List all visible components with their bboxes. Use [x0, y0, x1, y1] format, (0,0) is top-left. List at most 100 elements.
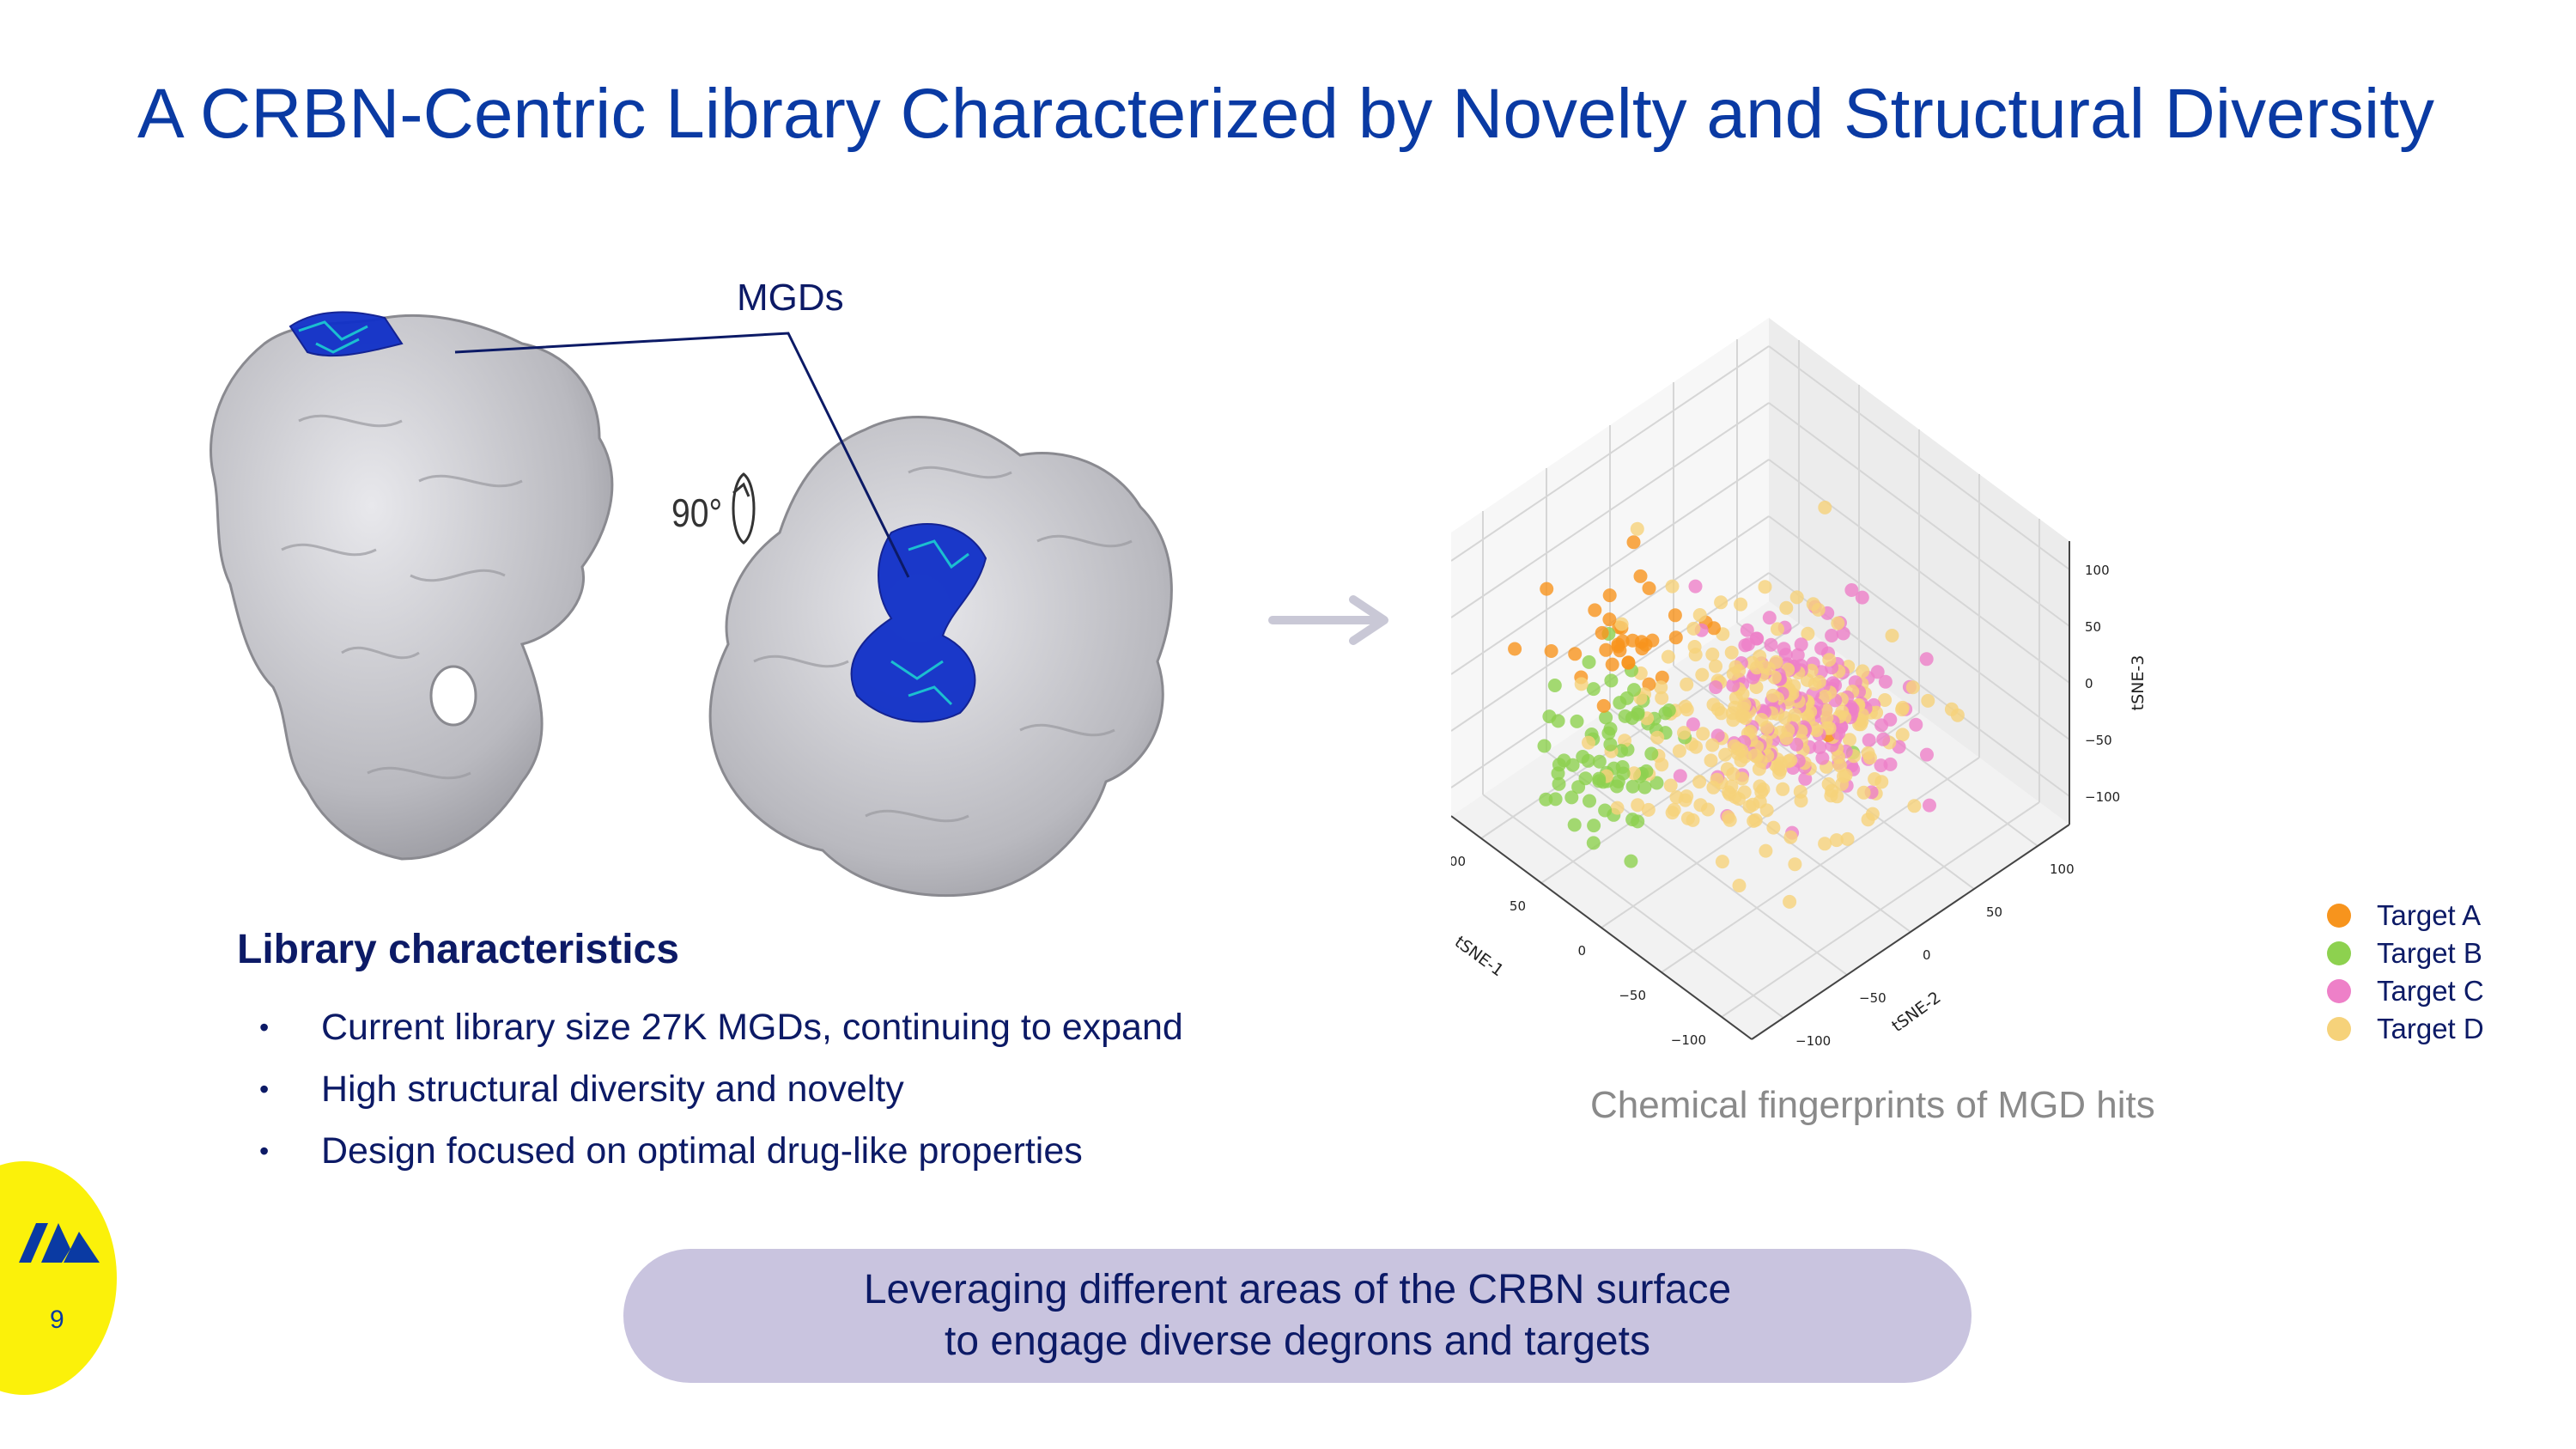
data-point — [1800, 673, 1814, 687]
data-point — [1874, 718, 1889, 733]
data-point — [1644, 746, 1659, 761]
data-point — [1540, 581, 1554, 596]
data-point — [1665, 806, 1680, 820]
chart-legend: Target A Target B Target C Target D — [2327, 897, 2484, 1048]
data-point — [1596, 698, 1611, 713]
data-point — [1777, 642, 1791, 656]
data-point — [1742, 800, 1757, 814]
gridline — [1451, 402, 1770, 618]
data-point — [1654, 680, 1668, 695]
data-point — [1726, 678, 1741, 692]
data-point — [1909, 717, 1923, 732]
data-point — [1706, 697, 1721, 712]
data-point — [1766, 820, 1781, 835]
data-point — [1844, 583, 1859, 597]
data-point — [1680, 677, 1694, 691]
z-tick-label: 50 — [2085, 619, 2101, 635]
x-axis-label: tSNE-1 — [1451, 933, 1507, 981]
x-tick-label: 100 — [1451, 854, 1466, 869]
data-point — [1722, 785, 1736, 800]
data-point — [1570, 714, 1584, 728]
legend-swatch — [2327, 941, 2351, 965]
page-title: A CRBN-Centric Library Characterized by … — [137, 75, 2435, 153]
z-tick-label: −100 — [2085, 789, 2120, 805]
data-point — [1630, 521, 1644, 536]
z-tick-label: 100 — [2085, 563, 2110, 578]
data-point — [1583, 794, 1596, 808]
data-point — [1855, 590, 1869, 605]
data-point — [1789, 590, 1804, 605]
x-tick-label: 0 — [1577, 943, 1586, 959]
data-point — [1588, 603, 1602, 618]
data-point — [1704, 753, 1718, 768]
data-point — [1825, 629, 1839, 642]
rotation-angle-label: 90° — [671, 490, 723, 535]
data-point — [1611, 639, 1625, 654]
data-point — [1508, 642, 1522, 656]
data-point — [1542, 709, 1557, 724]
legend-item: Target C — [2327, 972, 2484, 1010]
data-point — [1758, 580, 1772, 594]
data-point — [1874, 758, 1888, 773]
data-point — [1776, 782, 1790, 796]
protein-surface-rotated — [708, 416, 1173, 897]
data-point — [1789, 737, 1804, 752]
legend-label: Target C — [2377, 975, 2484, 1007]
data-point — [1614, 744, 1629, 758]
data-point — [1762, 611, 1777, 625]
data-point — [1818, 500, 1832, 514]
data-point — [1613, 696, 1627, 710]
y-tick-label: 0 — [1923, 947, 1931, 963]
data-point — [1861, 746, 1875, 760]
data-point — [1794, 637, 1808, 652]
data-point — [1843, 733, 1856, 747]
data-point — [1745, 655, 1759, 670]
data-point — [1625, 813, 1640, 827]
data-point — [1706, 780, 1721, 795]
data-point — [1564, 790, 1579, 805]
chart-caption: Chemical fingerprints of MGD hits — [1590, 1084, 2155, 1126]
data-point — [1625, 779, 1640, 794]
data-point — [1544, 644, 1558, 658]
data-point — [1705, 738, 1720, 752]
data-point — [1568, 647, 1583, 661]
data-point — [1599, 642, 1613, 657]
legend-label: Target B — [2377, 937, 2482, 969]
data-point — [1673, 769, 1687, 783]
list-item: • Design focused on optimal drug-like pro… — [259, 1130, 1083, 1172]
data-point — [1726, 667, 1741, 681]
data-point — [1668, 608, 1682, 623]
data-point — [1621, 655, 1636, 670]
data-point — [1665, 579, 1680, 594]
data-point — [1602, 588, 1617, 603]
y-tick-label: 100 — [2050, 861, 2075, 877]
data-point — [1815, 751, 1830, 765]
data-point — [1686, 621, 1701, 636]
data-point — [1539, 792, 1553, 807]
data-point — [1836, 626, 1850, 641]
data-point — [1637, 780, 1652, 795]
data-point — [1759, 843, 1773, 858]
data-point — [1582, 735, 1595, 750]
data-point — [1921, 693, 1935, 708]
data-point — [1658, 706, 1673, 721]
data-point — [1669, 790, 1684, 805]
legend-swatch — [2327, 904, 2351, 928]
data-point — [1592, 774, 1607, 788]
y-tick-label: −100 — [1795, 1033, 1831, 1049]
data-point — [1769, 758, 1783, 772]
data-point — [1765, 688, 1780, 703]
data-point — [1537, 739, 1552, 753]
data-point — [1672, 744, 1686, 758]
data-point — [1633, 569, 1648, 583]
data-point — [1686, 717, 1700, 732]
data-point — [1878, 674, 1893, 689]
data-point — [1923, 798, 1936, 813]
data-point — [1822, 653, 1837, 667]
key-message-banner: Leveraging different areas of the CRBN s… — [623, 1249, 1971, 1383]
data-point — [1582, 654, 1596, 669]
data-point — [1718, 747, 1733, 762]
tsne-3d-scatter-chart: 100 50 0 −50 −100 −100 −50 0 50 100 100 50 0 −50 −100 t… — [1451, 318, 2148, 1049]
data-point — [1732, 879, 1747, 892]
gridline — [1673, 665, 1975, 890]
